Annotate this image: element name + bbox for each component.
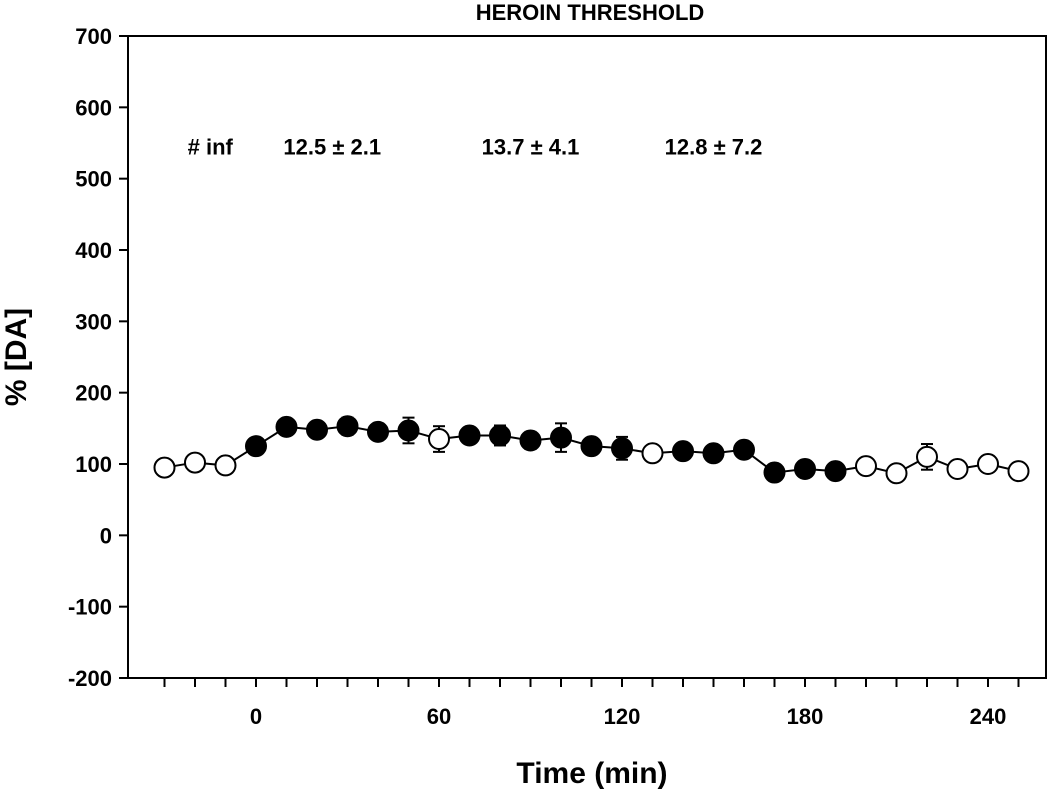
plot-frame — [127, 35, 1047, 679]
data-point-filled — [367, 420, 389, 443]
y-tick-label: 500 — [75, 167, 112, 192]
data-point-filled — [458, 424, 481, 447]
data-point-filled — [519, 429, 542, 452]
x-tick-label: 120 — [604, 704, 641, 729]
data-series — [153, 415, 1030, 485]
data-point-filled — [824, 460, 847, 483]
annotation-text: # inf — [188, 135, 234, 160]
y-tick-label: -200 — [68, 666, 112, 691]
data-point-open — [855, 455, 877, 478]
x-tick-label: 60 — [427, 704, 451, 729]
y-axis: -200 -100 0 100 200 300 400 500 600 700 — [68, 24, 128, 691]
data-point-filled — [611, 437, 633, 460]
y-tick-label: 0 — [100, 523, 112, 548]
data-point-filled — [763, 461, 786, 484]
data-point-filled — [672, 440, 694, 463]
data-point-filled — [580, 435, 603, 458]
data-point-filled — [550, 426, 572, 449]
y-tick-label: 100 — [75, 452, 112, 477]
chart-title: HEROIN THRESHOLD — [476, 0, 705, 25]
y-tick-label: 700 — [75, 24, 112, 49]
data-point-filled — [794, 457, 816, 480]
annotation-text: 12.8 ± 7.2 — [665, 135, 763, 160]
data-point-filled — [702, 442, 725, 465]
y-tick-label: -100 — [68, 595, 112, 620]
x-tick-label: 180 — [787, 704, 824, 729]
data-point-open — [946, 457, 969, 480]
y-tick-label: 300 — [75, 309, 112, 334]
data-point-filled — [336, 415, 359, 438]
data-point-open — [885, 462, 908, 485]
data-point-open — [184, 451, 206, 474]
y-axis-label: % [DA] — [0, 308, 33, 406]
x-tick-label: 0 — [250, 704, 262, 729]
annotation-text: 13.7 ± 4.1 — [482, 135, 580, 160]
y-tick-label: 600 — [75, 95, 112, 120]
data-point-filled — [733, 438, 755, 461]
data-point-open — [641, 442, 664, 465]
data-point-filled — [397, 419, 420, 442]
data-point-filled — [275, 415, 298, 438]
data-point-open — [916, 445, 938, 468]
x-axis-label: Time (min) — [516, 757, 667, 790]
annotation-text: 12.5 ± 2.1 — [283, 135, 381, 160]
data-point-open — [214, 454, 237, 477]
data-point-open — [428, 428, 450, 451]
data-point-open — [153, 456, 176, 479]
data-point-filled — [306, 418, 328, 441]
y-tick-label: 400 — [75, 238, 112, 263]
x-axis: 0 60 120 180 240 — [163, 678, 1020, 729]
annotations: # inf 12.5 ± 2.1 13.7 ± 4.1 12.8 ± 7.2 — [188, 135, 763, 160]
data-point-open — [977, 453, 999, 475]
x-tick-label: 240 — [970, 704, 1007, 729]
data-point-filled — [245, 435, 267, 458]
data-point-open — [1007, 460, 1030, 483]
y-tick-label: 200 — [75, 381, 112, 406]
data-point-filled — [489, 424, 511, 447]
